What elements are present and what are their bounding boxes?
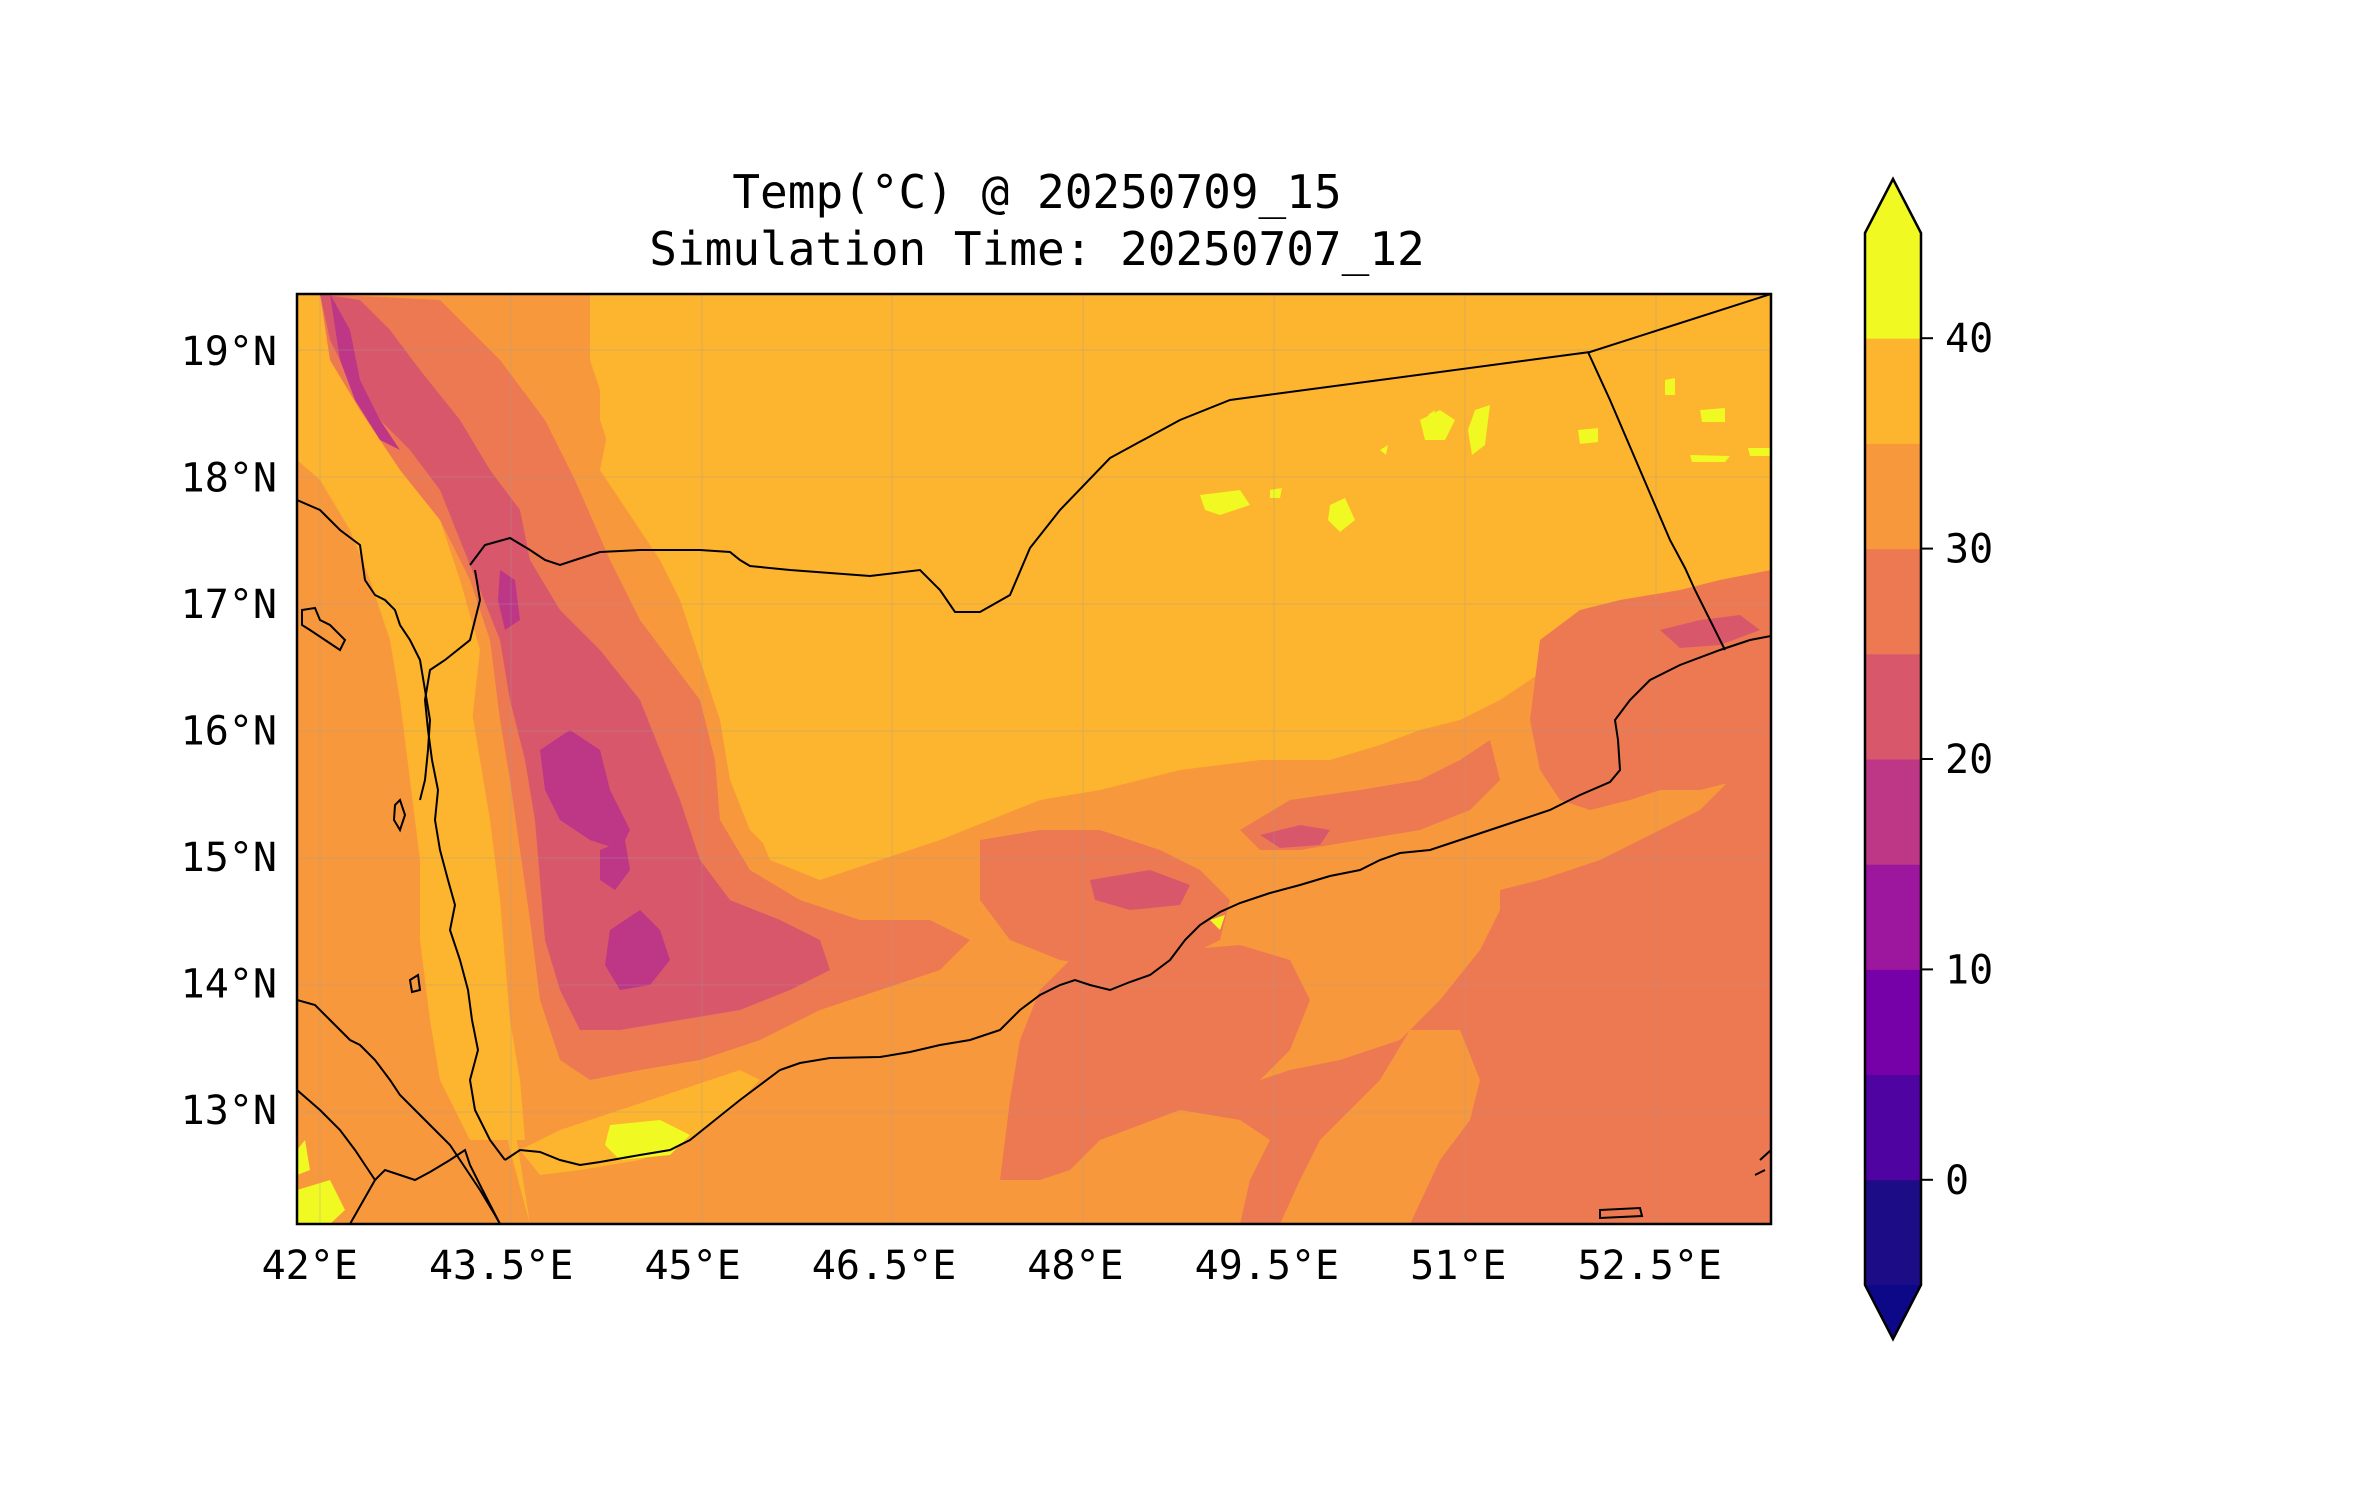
south-coast [504,635,1771,1167]
temp-band-20-25-east [1660,615,1760,648]
map-panel [297,294,1771,1224]
hanish-islands [392,798,407,833]
x-tick-label: 51°E [1410,1243,1506,1289]
colorbar-segment [1865,1074,1921,1181]
colorbar-segment [1865,1179,1921,1286]
colorbar-segment [1865,653,1921,760]
colorbar-tick-label: 0 [1945,1158,1969,1204]
colorbar-segment [1865,338,1921,444]
y-tick-label: 18°N [181,455,277,501]
x-tick-label: 48°E [1027,1243,1123,1289]
colorbar-extend-min [1865,1285,1921,1339]
map-frame [295,292,1773,1226]
x-tick-label: 43.5°E [429,1243,574,1289]
colorbar-segment [1865,443,1921,550]
kamaran-island [408,973,422,994]
map-title-line1: Temp(°C) @ 20250709_15 [732,165,1341,219]
hot-spots-40-45 [297,378,1771,1224]
x-axis-ticks: 42°E 43.5°E 45°E 46.5°E 48°E 49.5°E 51°E 52.5°E [262,1243,1722,1289]
y-tick-label: 19°N [181,329,277,375]
colorbar-segment [1865,548,1921,655]
socotra-west [1599,1206,1644,1220]
x-tick-label: 42°E [262,1243,358,1289]
x-tick-label: 49.5°E [1195,1243,1340,1289]
eritrea-coast [297,999,501,1224]
red-sea-coast-yemen [423,569,506,1161]
coastlines-borders [297,294,1771,1224]
temp-band-15-20-south [605,910,670,990]
colorbar-tick-label: 30 [1945,527,1993,573]
y-tick-label: 16°N [181,709,277,755]
temp-band-15-20-ridge [498,570,520,630]
temp-band-35-40-redsea-coast [297,300,525,1140]
colorbar-segment [1865,969,1921,1076]
temp-band-20-25-center [1090,870,1190,910]
colorbar-tick-label: 40 [1945,316,1993,362]
colorbar-segment [1865,233,1921,339]
yemen-saudi-border [469,294,1771,613]
colorbar-segment [1865,759,1921,865]
colorbar-tick-label: 10 [1945,947,1993,993]
y-axis-ticks: 13°N 14°N 15°N 16°N 17°N 18°N 19°N [181,329,277,1134]
x-tick-label: 45°E [644,1243,740,1289]
x-tick-label: 52.5°E [1578,1243,1723,1289]
temp-band-25-30-south [1000,750,1771,1224]
y-tick-label: 13°N [181,1088,277,1134]
horn-coast [1754,1149,1771,1176]
x-tick-label: 46.5°E [812,1243,957,1289]
graticule [297,294,1771,1224]
y-tick-label: 15°N [181,835,277,881]
red-sea-coast-africa [297,499,432,801]
temp-band-20-25-wadi [1260,825,1330,848]
colorbar-segment [1865,864,1921,970]
y-tick-label: 14°N [181,962,277,1008]
colorbar-tick-label: 20 [1945,737,1993,783]
colorbar-extend-max [1865,179,1921,233]
temp-band-15-20-north [330,294,400,450]
dahlak-islands [301,606,347,652]
somalia-border [374,1148,501,1224]
temp-band-20-25-highlands [320,294,830,1030]
temp-band-15-20-mid [600,840,630,890]
colorbar-outline [1863,176,1923,1342]
temp-band-25-30-wadi [1240,740,1500,850]
temp-band-15-20-sanaa [540,730,630,850]
colorbar: 0 10 20 30 40 [1863,176,1993,1342]
map-title-line2: Simulation Time: 20250707_12 [649,222,1424,276]
y-tick-label: 17°N [181,582,277,628]
yemen-oman-border [1587,351,1726,651]
